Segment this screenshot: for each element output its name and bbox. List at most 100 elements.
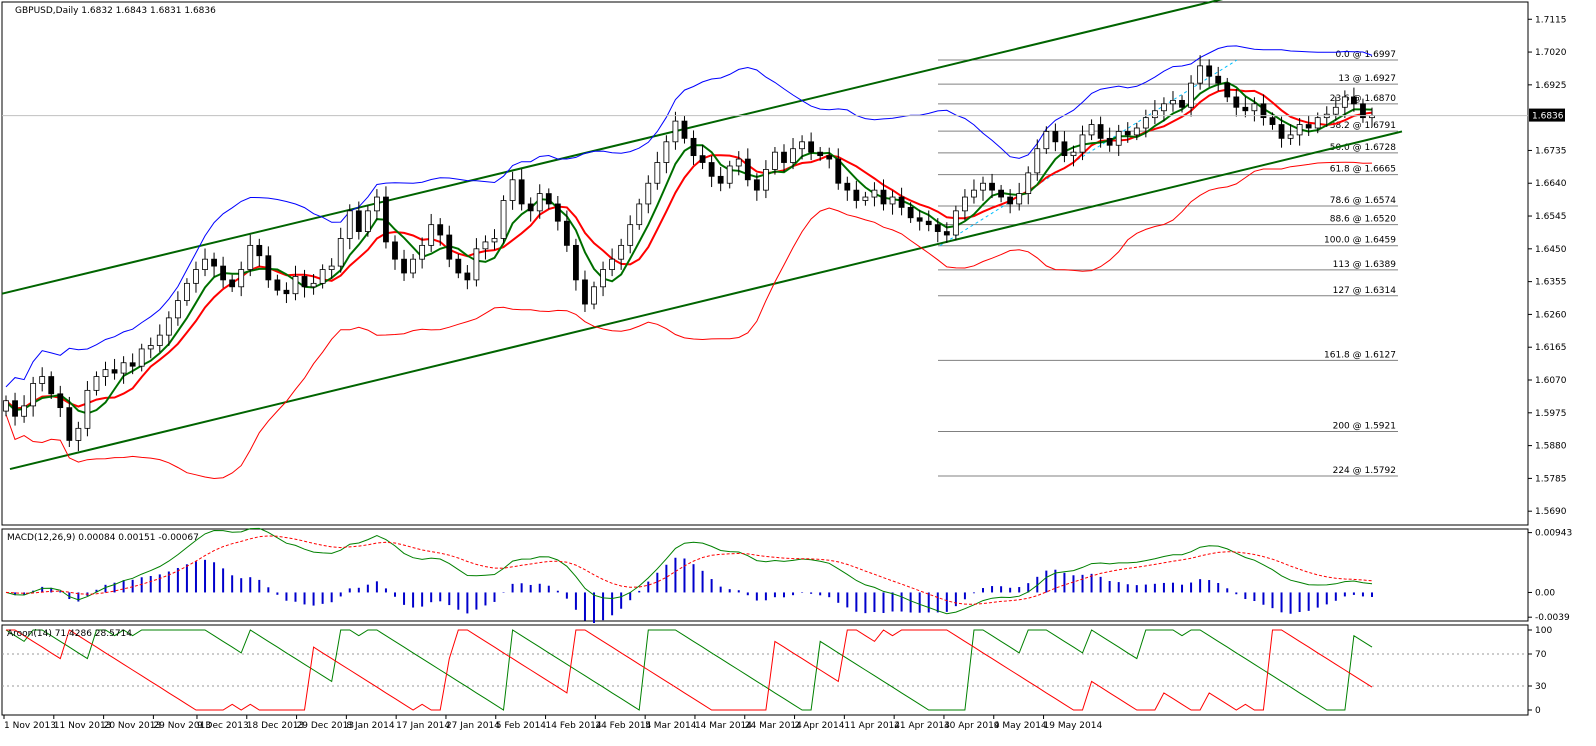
candle-bull bbox=[1188, 82, 1194, 108]
fib-trendline bbox=[939, 59, 1238, 247]
candle-bear bbox=[256, 244, 263, 257]
candle-bear bbox=[554, 203, 561, 222]
candle-bull bbox=[292, 276, 299, 295]
candle-bull bbox=[374, 196, 380, 212]
candle-bear bbox=[383, 196, 389, 243]
candle-bull bbox=[790, 148, 796, 163]
candle-bull bbox=[473, 248, 480, 281]
candle-bear bbox=[1215, 75, 1222, 84]
candle-bear bbox=[925, 220, 932, 226]
bollinger-bands bbox=[5, 45, 1373, 480]
candle-bear bbox=[1305, 124, 1312, 129]
candle-bear bbox=[699, 155, 706, 163]
candle-bull bbox=[1287, 134, 1294, 139]
candle-bear bbox=[1052, 131, 1059, 143]
candle-bull bbox=[310, 282, 317, 288]
time-tick-label: 14 Mar 2014 bbox=[695, 721, 752, 731]
price-tick-label: 1.5880 bbox=[1535, 442, 1567, 452]
channel-lower-line bbox=[9, 130, 1403, 471]
candle-bull bbox=[772, 151, 778, 170]
fib-label: 127 @ 1.6314 bbox=[1333, 286, 1397, 296]
fib-label: 161.8 @ 1.6127 bbox=[1324, 350, 1396, 360]
candle-bull bbox=[21, 405, 27, 417]
candle-bear bbox=[1224, 82, 1231, 98]
candle-bear bbox=[708, 162, 715, 177]
aroon-tick-label: 30 bbox=[1535, 682, 1547, 692]
candle-bull bbox=[591, 286, 597, 305]
price-tick-label: 1.6070 bbox=[1535, 376, 1567, 386]
bollinger-lower bbox=[5, 161, 1373, 480]
candle-bull bbox=[799, 141, 805, 150]
candle-bear bbox=[265, 255, 272, 281]
candle-bear bbox=[943, 231, 950, 236]
candle-bull bbox=[193, 269, 199, 284]
candle-bull bbox=[952, 210, 959, 236]
macd-label: MACD(12,26,9) 0.00084 0.00151 -0.00067 bbox=[7, 533, 199, 543]
candle-bear bbox=[518, 179, 525, 205]
time-tick-label: 9 May 2014 bbox=[994, 721, 1047, 731]
candle-bear bbox=[57, 393, 64, 409]
candle-bull bbox=[482, 241, 489, 250]
candle-bear bbox=[274, 279, 281, 291]
candle-bull bbox=[346, 210, 353, 239]
time-tick-label: 5 Feb 2014 bbox=[496, 721, 547, 731]
price-tick-label: 1.7115 bbox=[1535, 15, 1567, 25]
candle-bear bbox=[582, 279, 588, 305]
aroon-down-line bbox=[6, 629, 1373, 711]
time-tick-label: 24 Mar 2014 bbox=[745, 721, 802, 731]
moving-averages bbox=[5, 81, 1373, 415]
time-tick-label: 14 Feb 2014 bbox=[546, 721, 602, 731]
candle-bull bbox=[102, 369, 109, 377]
price-tick-label: 1.6450 bbox=[1535, 245, 1567, 255]
candle-bull bbox=[247, 244, 254, 270]
time-tick-label: 5 Mar 2014 bbox=[645, 721, 697, 731]
time-tick-label: 11 Apr 2014 bbox=[844, 721, 900, 731]
candle-bear bbox=[220, 265, 227, 281]
candle-bull bbox=[726, 165, 733, 184]
axes: 1.7115 1.7020 1.6925 1.6735 1.6640 1.6545 1.64… bbox=[2, 15, 1572, 731]
candle-bull bbox=[1088, 124, 1095, 136]
macd-line bbox=[5, 527, 1373, 615]
candle-bull bbox=[147, 345, 154, 350]
fib-label: 50.0 @ 1.6728 bbox=[1330, 143, 1397, 153]
candle-bear bbox=[12, 400, 18, 417]
candle-bear bbox=[1351, 96, 1357, 105]
candle-bull bbox=[871, 189, 878, 198]
candle-bull bbox=[202, 258, 208, 270]
candle-bull bbox=[600, 269, 606, 288]
candle-bear bbox=[1260, 103, 1267, 119]
candle-bull bbox=[75, 427, 82, 441]
candle-bear bbox=[753, 179, 760, 191]
fib-label: 113 @ 1.6389 bbox=[1333, 260, 1397, 270]
current-price-box bbox=[1529, 108, 1565, 122]
candle-bear bbox=[1106, 137, 1113, 146]
candle-bull bbox=[419, 244, 426, 260]
candle-bull bbox=[120, 362, 127, 374]
price-tick-label: 1.6260 bbox=[1535, 310, 1567, 320]
macd-tick-label: 0.00 bbox=[1535, 588, 1555, 598]
candle-bear bbox=[355, 210, 362, 232]
candle-bear bbox=[545, 193, 552, 205]
candle-bear bbox=[1233, 96, 1240, 108]
price-tick-label: 1.6735 bbox=[1535, 146, 1567, 156]
fib-label: 38.2 @ 1.6791 bbox=[1330, 121, 1396, 131]
candle-bear bbox=[781, 151, 787, 163]
aroon-label: Aroon(14) 71.4286 28.5714 bbox=[7, 629, 132, 639]
candle-bull bbox=[1025, 172, 1032, 194]
candle-bull bbox=[364, 210, 371, 232]
candle-bear bbox=[1278, 124, 1285, 139]
price-tick-label: 1.5975 bbox=[1535, 409, 1567, 419]
candle-bear bbox=[66, 407, 73, 441]
candle-bull bbox=[1079, 134, 1086, 153]
candle-bear bbox=[527, 203, 534, 212]
candle-bear bbox=[392, 241, 398, 260]
candle-bear bbox=[817, 151, 824, 157]
candle-bear bbox=[907, 207, 914, 219]
candle-bull bbox=[337, 238, 344, 267]
candle-bull bbox=[428, 224, 435, 246]
aroon-up-line bbox=[5, 629, 1373, 711]
candle-bull bbox=[156, 334, 163, 346]
candle-bull bbox=[1133, 127, 1140, 136]
candle-bull bbox=[1142, 117, 1149, 129]
candle-bear bbox=[464, 272, 471, 281]
